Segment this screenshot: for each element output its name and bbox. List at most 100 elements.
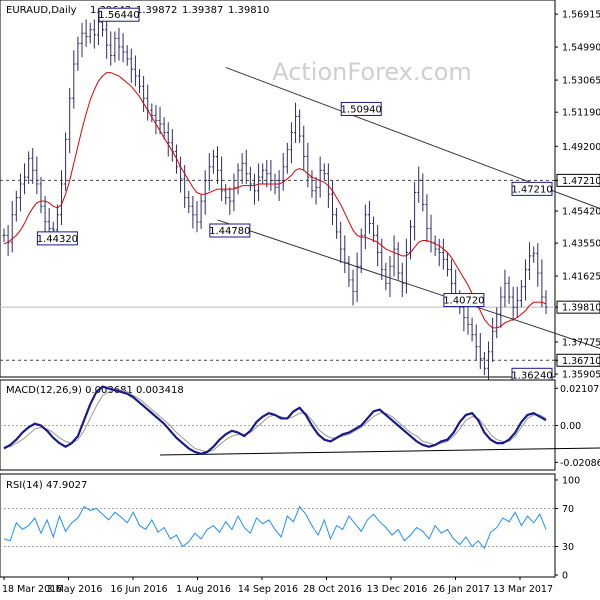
ohlc-bar xyxy=(519,279,523,308)
macd-y-axis: 0.021079 0.00 -0.020866 xyxy=(555,384,600,469)
time-tick-label: 1 Aug 2016 xyxy=(176,584,231,595)
ohlc-bar xyxy=(425,194,429,243)
ohlc-bar xyxy=(294,102,298,143)
ohlc-bar xyxy=(503,269,507,308)
ohlc-bar xyxy=(478,333,482,370)
time-tick-label: 16 Jun 2016 xyxy=(110,584,167,595)
chart-symbol: EURAUD,Daily xyxy=(6,5,77,16)
ohlc-bar xyxy=(528,242,532,280)
annotation-label: 1.36240 xyxy=(511,370,552,381)
ohlc-bar xyxy=(277,170,281,202)
price-annotation: 1.47210 xyxy=(511,181,553,196)
ohlc-bar xyxy=(191,195,195,229)
macd-line xyxy=(3,385,547,455)
ohlc-bar xyxy=(376,225,380,267)
ohlc-bar xyxy=(265,159,269,188)
ohlc-bar xyxy=(125,45,129,66)
ohlc-bar xyxy=(35,156,39,195)
ohlc-bar xyxy=(129,48,133,83)
ohlc-bar xyxy=(14,190,18,222)
annotation-box xyxy=(209,223,251,238)
ohlc-bar xyxy=(322,163,326,181)
ohlc-bar xyxy=(203,170,207,215)
ohlc-bar xyxy=(154,105,158,135)
price-tick-label: 1.36710 xyxy=(562,356,600,367)
ohlc-bar xyxy=(10,201,14,253)
annotation-label: 1.44780 xyxy=(209,226,250,237)
annotation-box xyxy=(443,293,485,308)
macd-trend-line xyxy=(160,447,600,456)
ohlc-bar xyxy=(495,307,499,339)
ohlc-bar xyxy=(355,252,359,302)
price-tick-label: 1.51190 xyxy=(562,108,600,119)
time-tick-label: 18 Mar 2016 xyxy=(2,584,62,595)
ohlc-bar xyxy=(314,177,318,205)
time-tick-label: 26 Jan 2017 xyxy=(433,584,490,595)
ohlc-bar xyxy=(515,286,519,318)
ohlc-bar xyxy=(298,109,302,143)
price-annotation: 1.50940 xyxy=(341,101,382,116)
ohlc-bar xyxy=(470,317,474,342)
ohlc-bar xyxy=(216,146,220,184)
rsi-tick-label: 30 xyxy=(562,542,574,553)
ohlc-bar xyxy=(195,201,199,233)
ohlc-bar xyxy=(18,173,22,212)
ohlc-bar xyxy=(433,235,437,256)
ohlc-bar xyxy=(363,204,367,250)
ohlc-bar xyxy=(59,170,63,226)
ohlc-bar xyxy=(117,28,121,61)
ohlc-bar xyxy=(162,117,166,140)
ohlc-bar xyxy=(544,290,548,315)
annotation-box xyxy=(36,231,78,246)
ohlc-bar xyxy=(72,50,76,109)
ohlc-bar xyxy=(318,156,322,198)
price-tick-label: 1.45420 xyxy=(562,207,600,218)
ohlc-bar xyxy=(359,228,363,274)
ohlc-bar xyxy=(121,33,125,63)
ohlc-bar xyxy=(257,163,261,202)
ohlc-bar xyxy=(248,166,252,191)
ohlc-bar xyxy=(511,286,515,322)
price-tick-label: 1.41625 xyxy=(562,272,600,283)
ohlc-bar xyxy=(113,31,117,63)
watermark: ActionForex.com xyxy=(272,58,472,86)
price-annotation: 1.44320 xyxy=(36,231,78,246)
macd-panel: MACD(12,26,9) 0.003681 0.003418 0.021079… xyxy=(0,379,600,471)
price-annotation: 1.56440 xyxy=(98,7,140,22)
ohlc-bar xyxy=(23,163,27,195)
ohlc-bar xyxy=(232,173,236,212)
ohlc-bar xyxy=(536,243,540,287)
ohlc-bar xyxy=(76,36,80,71)
ohlc-bar xyxy=(211,149,215,174)
ohlc-bar xyxy=(335,207,339,239)
price-tick-label: 1.47210 xyxy=(562,176,600,187)
price-annotation: 1.40720 xyxy=(443,293,485,308)
ohlc-bar xyxy=(68,88,72,154)
ohlc-bar xyxy=(39,177,43,214)
ohlc-bar xyxy=(244,149,248,184)
price-tick-label: 1.54990 xyxy=(562,43,600,54)
ohlc-bar xyxy=(43,195,47,236)
price-tick-label: 1.37775 xyxy=(562,338,600,349)
ohlc-bar xyxy=(80,22,84,58)
ohlc-bar xyxy=(491,317,495,363)
ohlc-bar xyxy=(367,201,371,234)
ohlc-bar xyxy=(150,103,154,123)
ohlc-bar xyxy=(450,259,454,298)
rsi-panel-frame xyxy=(0,473,556,578)
ohlc-bar xyxy=(142,76,146,112)
price-tick-label: 1.53065 xyxy=(562,76,600,87)
macd-lines xyxy=(0,385,600,456)
ohlc-close: 1.39810 xyxy=(228,5,269,16)
ohlc-bar xyxy=(281,153,285,191)
ohlc-bar xyxy=(261,163,265,184)
price-tick-label: 1.35905 xyxy=(562,370,600,381)
ohlc-bar xyxy=(396,242,400,280)
ohlc-bar xyxy=(388,255,392,298)
rsi-title: RSI(14) 47.9027 xyxy=(6,480,87,491)
rsi-tick-label: 0 xyxy=(562,571,568,582)
price-y-axis: 1.56915 1.54990 1.53065 1.51190 1.49200 1.472… xyxy=(555,10,600,381)
price-panel: EURAUD,Daily 1.39642 1.39872 1.39387 1.3… xyxy=(0,0,600,383)
ohlc-bar xyxy=(84,19,88,47)
